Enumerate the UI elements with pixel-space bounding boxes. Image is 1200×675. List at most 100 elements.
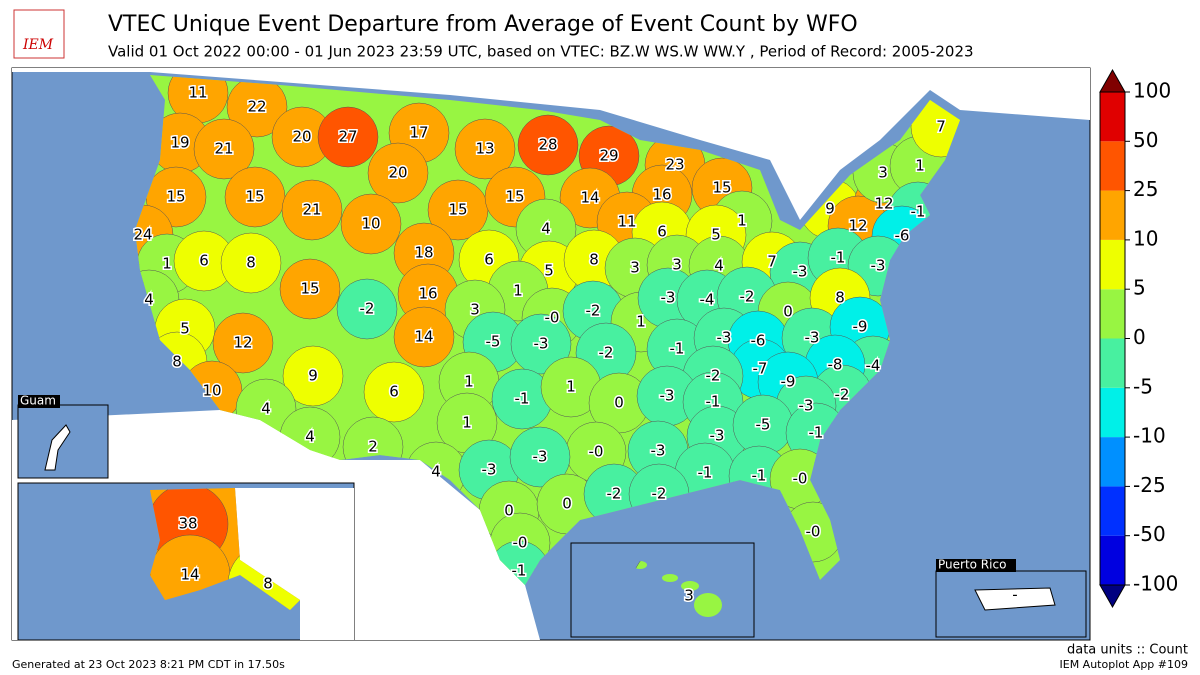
colorbar-bin [1100, 437, 1125, 487]
wfo-value: 4 [541, 220, 551, 238]
wfo-value: 10 [361, 215, 380, 233]
wfo-value: 7 [936, 118, 946, 136]
wfo-value: 9 [308, 367, 318, 385]
wfo-value: -1 [831, 249, 846, 267]
wfo-value: 16 [418, 285, 437, 303]
colorbar-tick-label: -50 [1133, 522, 1166, 546]
wfo-region [317, 106, 379, 168]
wfo-value: 18 [414, 244, 433, 262]
wfo-value: 12 [874, 195, 893, 213]
wfo-value: -1 [515, 390, 530, 408]
wfo-region [367, 142, 429, 204]
wfo-value: 1 [464, 373, 474, 391]
puerto-rico-land [974, 587, 1056, 611]
logo: IEM [22, 37, 54, 53]
wfo-value: -3 [710, 427, 725, 445]
wfo-value: 0 [614, 394, 624, 412]
colorbar-bin [1100, 239, 1125, 290]
wfo-value: -6 [751, 332, 766, 350]
wfo-value: -5 [486, 333, 501, 351]
wfo-value: 3 [672, 256, 682, 274]
colorbar-under [1099, 584, 1126, 609]
canada-land [12, 68, 1090, 220]
wfo-value: 8 [835, 289, 845, 307]
wfo-value: 13 [475, 140, 494, 158]
wfo-value: 3 [684, 587, 694, 605]
app: IEM Autoplot App #109 [1060, 658, 1189, 671]
colorbar-bin [1100, 338, 1125, 388]
guam-tag [18, 395, 60, 408]
colorbar-bin [1100, 387, 1125, 438]
units: data units :: Count [1067, 643, 1188, 658]
wfo-region [193, 118, 255, 180]
colorbar-tick-label: 100 [1133, 79, 1171, 103]
guam-label: Guam [20, 394, 56, 408]
wfo-value: -1 [698, 464, 713, 482]
wfo-region [282, 345, 344, 407]
wfo-value: 29 [599, 147, 618, 165]
wfo-value: -9 [853, 318, 868, 336]
colorbar-bin [1100, 535, 1125, 585]
wfo-value: 15 [245, 188, 264, 206]
wfo-region [509, 426, 571, 488]
wfo-value: 5 [544, 262, 554, 280]
colorbar-tick-label: -5 [1133, 374, 1153, 398]
wfo-region [363, 361, 425, 423]
wfo-value: 7 [767, 253, 777, 271]
wfo-value: -2 [652, 485, 667, 503]
wfo-value: -0 [806, 523, 821, 541]
wfo-value: 20 [292, 128, 311, 146]
wfo-value: -3 [660, 387, 675, 405]
wfo-value: 6 [484, 251, 494, 269]
wfo-value: 8 [246, 254, 256, 272]
wfo-value: 21 [214, 140, 233, 158]
wfo-value: 4 [261, 400, 271, 418]
wfo-value: 5 [180, 320, 190, 338]
wfo-value: -2 [835, 386, 850, 404]
wfo-value: -1 [706, 393, 721, 411]
wfo-value: 22 [247, 98, 266, 116]
wfo-value: -0 [793, 470, 808, 488]
wfo-region [517, 114, 579, 176]
wfo-value: -8 [828, 356, 843, 374]
wfo-value: 8 [589, 251, 599, 269]
wfo-value: 12 [233, 334, 252, 352]
colorbar-tick-label: 0 [1133, 325, 1146, 349]
wfo-value: 6 [657, 223, 667, 241]
wfo-value: -1 [752, 467, 767, 485]
wfo-value: 11 [188, 84, 207, 102]
wfo-value: -2 [586, 302, 601, 320]
title: VTEC Unique Event Departure from Average… [108, 12, 858, 37]
wfo-value: -3 [533, 448, 548, 466]
wfo-value: 23 [665, 156, 684, 174]
wfo-value: 6 [199, 252, 209, 270]
wfo-value: 15 [712, 179, 731, 197]
wfo-value: -0 [589, 443, 604, 461]
wfo-value: -3 [651, 442, 666, 460]
wfo-value: 15 [505, 188, 524, 206]
wfo-value: 1 [636, 313, 646, 331]
wfo-value: 6 [389, 383, 399, 401]
wfo-value: 0 [562, 495, 572, 513]
wfo-value: 19 [170, 134, 189, 152]
wfo-value: 4 [431, 463, 441, 481]
wfo-value: 1 [566, 378, 576, 396]
wfo-value: 38 [178, 515, 197, 533]
colorbar-bin [1100, 289, 1125, 339]
wfo-value: 1 [915, 157, 925, 175]
wfo-value: 28 [538, 136, 557, 154]
wfo-value: -9 [781, 373, 796, 391]
wfo-value: 24 [133, 226, 152, 244]
wfo-region [393, 306, 455, 368]
conus-regions [135, 75, 960, 585]
wfo-value: 1 [737, 212, 747, 230]
wfo-value: -3 [717, 329, 732, 347]
wfo-value: -4 [700, 291, 715, 309]
subtitle: Valid 01 Oct 2022 00:00 - 01 Jun 2023 23… [108, 43, 974, 61]
wfo-value: -3 [534, 335, 549, 353]
wfo-value: -1 [911, 203, 926, 221]
wfo-region [510, 313, 572, 375]
wfo-value: -2 [607, 485, 622, 503]
colorbar-tick-label: 25 [1133, 177, 1158, 201]
